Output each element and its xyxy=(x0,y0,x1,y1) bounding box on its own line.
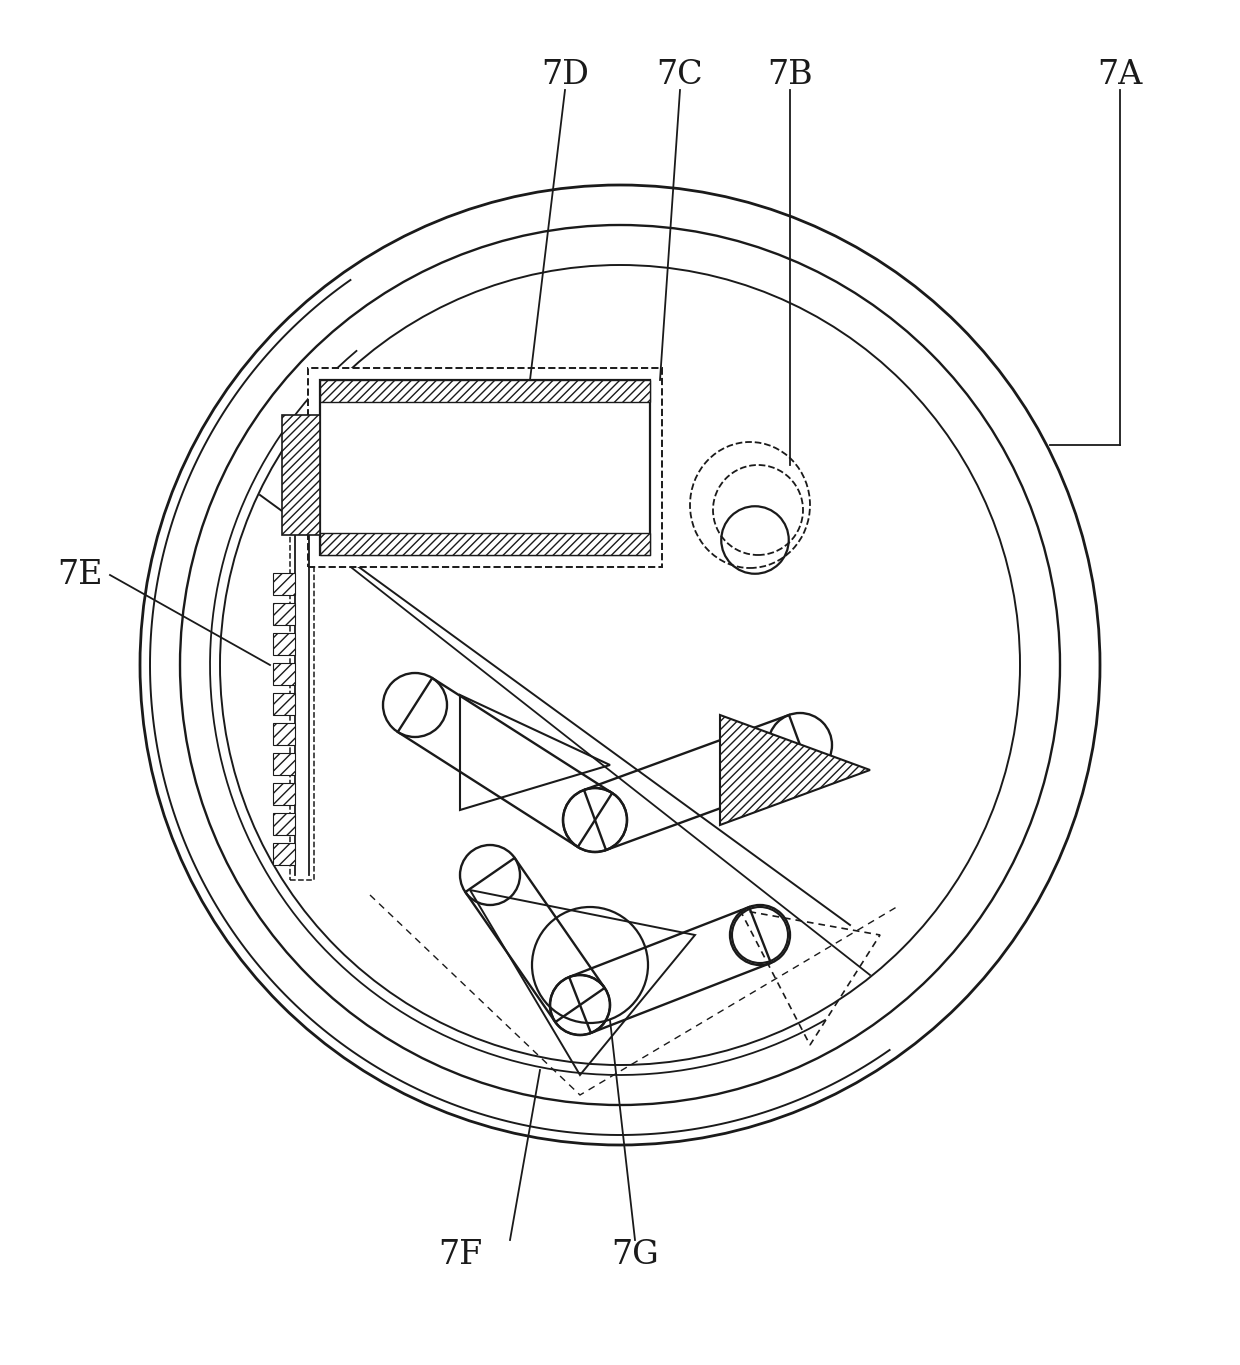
Bar xyxy=(273,693,295,715)
Bar xyxy=(273,573,295,595)
Bar xyxy=(281,415,320,535)
Bar xyxy=(273,663,295,685)
Bar xyxy=(320,379,650,403)
Bar xyxy=(290,530,314,880)
Text: 7F: 7F xyxy=(438,1239,482,1271)
Bar xyxy=(273,814,295,835)
Bar xyxy=(308,369,662,566)
Text: 7C: 7C xyxy=(657,59,703,91)
Bar xyxy=(273,603,295,625)
Bar xyxy=(273,844,295,865)
Bar xyxy=(273,753,295,775)
Polygon shape xyxy=(720,715,870,824)
Text: 7G: 7G xyxy=(611,1239,658,1271)
Text: 7E: 7E xyxy=(57,560,103,591)
Bar xyxy=(273,784,295,805)
Text: 7D: 7D xyxy=(541,59,589,91)
Bar xyxy=(320,532,650,556)
Bar xyxy=(273,633,295,655)
Bar xyxy=(320,379,650,556)
Text: 7A: 7A xyxy=(1097,59,1143,91)
Bar xyxy=(273,723,295,745)
Text: 7B: 7B xyxy=(768,59,812,91)
